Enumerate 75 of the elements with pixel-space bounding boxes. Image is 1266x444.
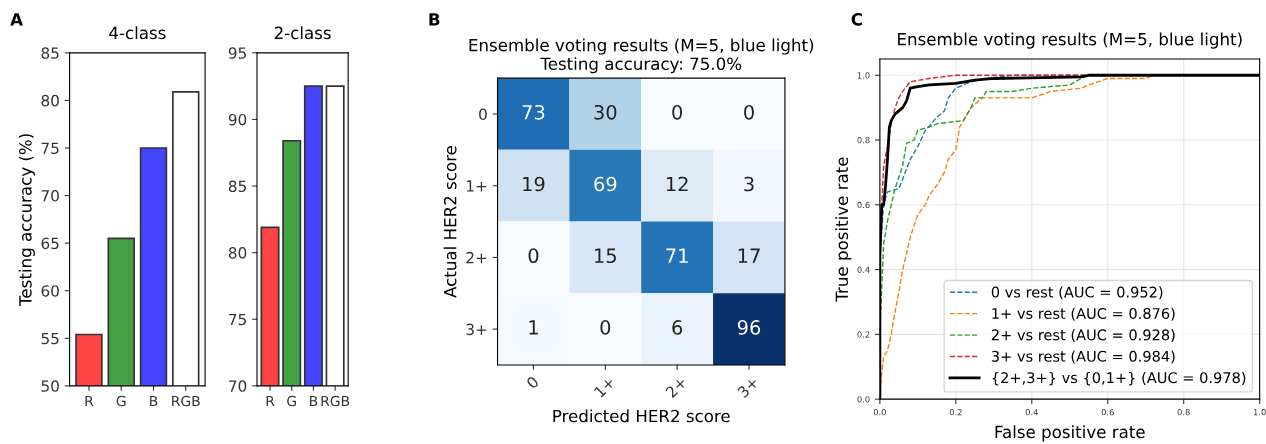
x-tick-label: 0.8	[1177, 409, 1190, 416]
x-tick-label: 1+	[593, 376, 616, 398]
data-label: 0	[672, 104, 683, 120]
y-tick-label: 0.4	[857, 266, 870, 273]
data-label: 17	[738, 248, 760, 263]
y-tick-label: 80	[228, 247, 247, 259]
data-label: 1	[529, 320, 538, 335]
x-tick-label: R	[266, 395, 275, 407]
y-tick-label: 80	[41, 94, 59, 107]
y-axis-title: Testing accuracy (%)	[18, 134, 35, 306]
x-tick-label: R	[85, 395, 94, 407]
x-tick-label: 3+	[736, 376, 759, 399]
y-tick-label: 0.2	[857, 331, 870, 338]
data-label: 3	[744, 176, 754, 192]
y-tick-label: 1.0	[857, 72, 870, 79]
y-axis-title: True positive rate	[835, 157, 852, 302]
data-label: 15	[595, 248, 616, 264]
y-tick-label: 70	[41, 190, 59, 202]
chart-title: 4-class	[109, 26, 166, 40]
legend-label: 3+ vs rest (AUC = 0.984)	[991, 350, 1175, 364]
y-tick-label: 90	[228, 113, 247, 126]
x-tick-label: B	[310, 395, 318, 407]
x-tick-label: 0.2	[949, 409, 962, 416]
chart-title: Ensemble voting results (M=5, blue light)	[898, 32, 1242, 49]
x-tick-label: G	[116, 395, 126, 407]
y-tick-label: 2+	[466, 251, 487, 264]
data-label: 69	[594, 176, 617, 192]
y-tick-label: 70	[229, 380, 247, 392]
text: A	[10, 13, 23, 26]
chart-subtitle: Testing accuracy: 75.0%	[540, 57, 742, 74]
y-tick-label: 75	[229, 313, 246, 326]
y-tick-label: 0.6	[857, 201, 870, 209]
y-axis-title: Actual HER2 score	[443, 146, 457, 298]
x-tick-label: 0.4	[1025, 409, 1038, 416]
data-label: 30	[594, 104, 617, 120]
data-label: 0	[600, 320, 611, 335]
y-tick-label: 1+	[466, 180, 487, 192]
y-tick-label: 95	[228, 47, 246, 59]
y-tick-label: 3+	[466, 323, 487, 336]
y-tick-label: 50	[41, 380, 59, 392]
y-tick-label: 85	[41, 47, 59, 59]
x-tick-label: B	[150, 395, 158, 407]
chart-title: 2-class	[274, 26, 331, 40]
x-tick-label: RGB	[172, 395, 200, 407]
y-tick-label: 55	[41, 332, 59, 345]
data-label: 0	[528, 248, 539, 264]
x-tick-label: 0	[525, 375, 540, 390]
y-tick-label: 65	[41, 237, 59, 250]
x-tick-label: G	[287, 395, 296, 407]
text: B	[429, 13, 440, 26]
y-tick-label: 75	[41, 142, 59, 154]
legend-label: 1+ vs rest (AUC = 0.876)	[992, 307, 1175, 321]
data-label: 73	[522, 104, 545, 120]
x-axis-title: False positive rate	[995, 425, 1145, 442]
data-label: 96	[737, 320, 761, 335]
text: C	[851, 13, 862, 26]
x-tick-label: 2+	[664, 376, 687, 399]
y-tick-label: 0	[479, 108, 487, 121]
x-tick-label: 1.0	[1253, 409, 1266, 416]
legend-label: {2+,3+} vs {0,1+} (AUC = 0.978)	[992, 371, 1246, 386]
data-label: 19	[523, 176, 545, 192]
legend-label: 0 vs rest (AUC = 0.952)	[991, 286, 1163, 300]
y-tick-label: 0.8	[857, 137, 870, 144]
chart-title: Ensemble voting results (M=5, blue light)	[469, 38, 814, 55]
y-tick-label: 85	[228, 180, 246, 193]
x-tick-label: 0.0	[873, 409, 886, 416]
x-tick-label: 0.6	[1101, 409, 1114, 416]
data-label: 6	[672, 320, 683, 335]
data-label: 0	[744, 104, 754, 120]
x-axis-title: Predicted HER2 score	[553, 409, 730, 423]
legend-label: 2+ vs rest (AUC = 0.928)	[991, 329, 1175, 343]
data-label: 12	[666, 176, 688, 192]
x-tick-label: RGB	[321, 395, 350, 407]
y-tick-label: 60	[41, 285, 59, 297]
data-label: 71	[666, 248, 688, 263]
